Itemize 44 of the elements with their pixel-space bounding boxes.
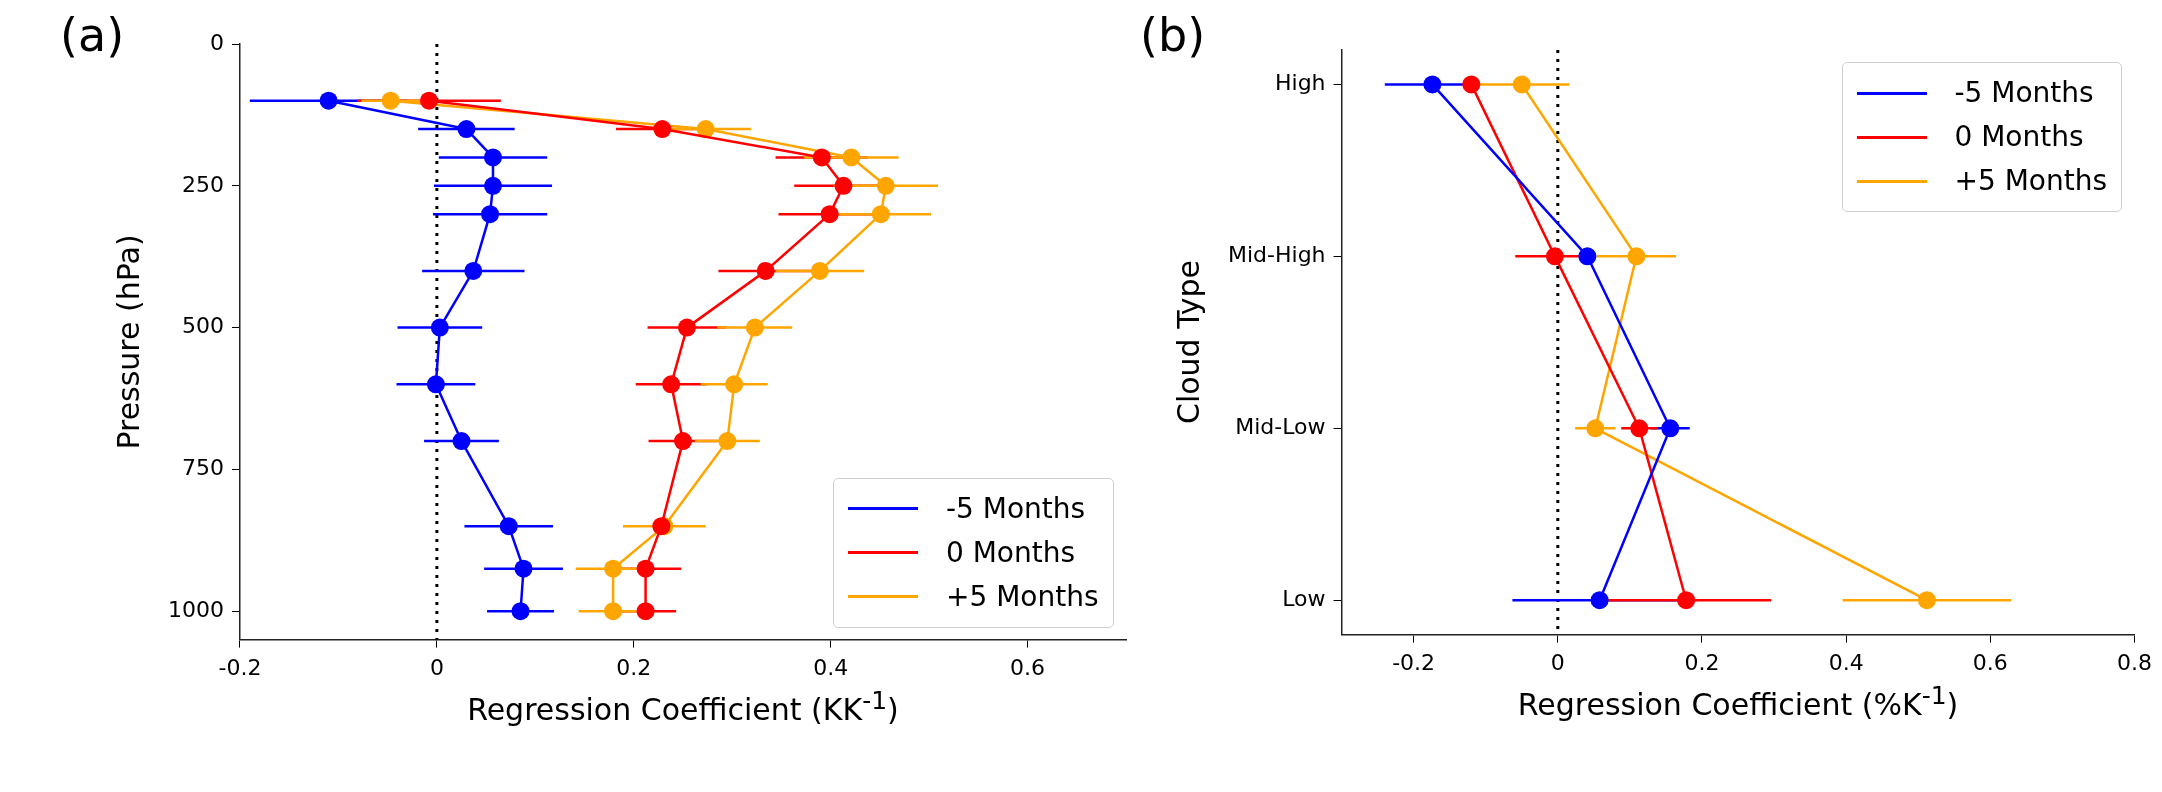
x-tick-label: 0.6 bbox=[1972, 649, 2008, 675]
x-axis-title: Regression Coefficient (%K$^{-1}$) bbox=[1517, 680, 1959, 722]
point bbox=[1512, 75, 1531, 94]
y-axis-title: Cloud Type bbox=[1170, 260, 1206, 425]
point bbox=[1661, 419, 1680, 438]
chart-title: (b) bbox=[1140, 8, 1206, 62]
y-tick-label: 750 bbox=[181, 455, 224, 481]
point bbox=[1677, 591, 1696, 610]
y-tick-label: Mid-Low bbox=[1235, 413, 1326, 439]
point bbox=[1462, 75, 1481, 94]
y-tick-label: 0 bbox=[209, 29, 224, 55]
legend-label: +5 Months bbox=[946, 578, 1099, 615]
point bbox=[1545, 247, 1564, 266]
point bbox=[1590, 591, 1609, 610]
point bbox=[1627, 247, 1646, 266]
legend-label: 0 Months bbox=[1954, 119, 2084, 155]
legend-label: 0 Months bbox=[946, 534, 1076, 571]
y-tick-label: High bbox=[1274, 70, 1326, 96]
y-tick-label: 250 bbox=[181, 171, 224, 197]
point bbox=[1586, 419, 1605, 438]
y-axis-title: Pressure (hPa) bbox=[110, 234, 146, 450]
x-axis-title: Regression Coefficient (KK$^{-1}$) bbox=[467, 685, 899, 727]
x-tick-label: 0.8 bbox=[2117, 649, 2153, 675]
y-tick-label: 500 bbox=[181, 313, 224, 339]
x-tick-label: 0.4 bbox=[813, 654, 849, 680]
legend-label: -5 Months bbox=[1954, 75, 2094, 111]
x-tick-label: -0.2 bbox=[218, 654, 262, 680]
chart-title: (a) bbox=[60, 8, 125, 62]
legend-label: +5 Months bbox=[1954, 163, 2108, 199]
x-tick-label: -0.2 bbox=[1392, 649, 1436, 675]
y-tick-label: Mid-High bbox=[1228, 242, 1326, 268]
y-tick-label: 1000 bbox=[167, 596, 224, 622]
x-tick-label: 0.6 bbox=[1010, 654, 1046, 680]
y-tick-label: Low bbox=[1282, 585, 1326, 611]
point bbox=[1630, 419, 1649, 438]
x-tick-label: 0 bbox=[1550, 649, 1565, 675]
x-tick-label: 0.4 bbox=[1828, 649, 1864, 675]
x-tick-label: 0.2 bbox=[1684, 649, 1720, 675]
x-tick-label: 0 bbox=[429, 654, 444, 680]
x-tick-label: 0.2 bbox=[616, 654, 652, 680]
point bbox=[1917, 591, 1936, 610]
point bbox=[1423, 75, 1442, 94]
legend-label: -5 Months bbox=[946, 490, 1086, 527]
point bbox=[1578, 247, 1597, 266]
